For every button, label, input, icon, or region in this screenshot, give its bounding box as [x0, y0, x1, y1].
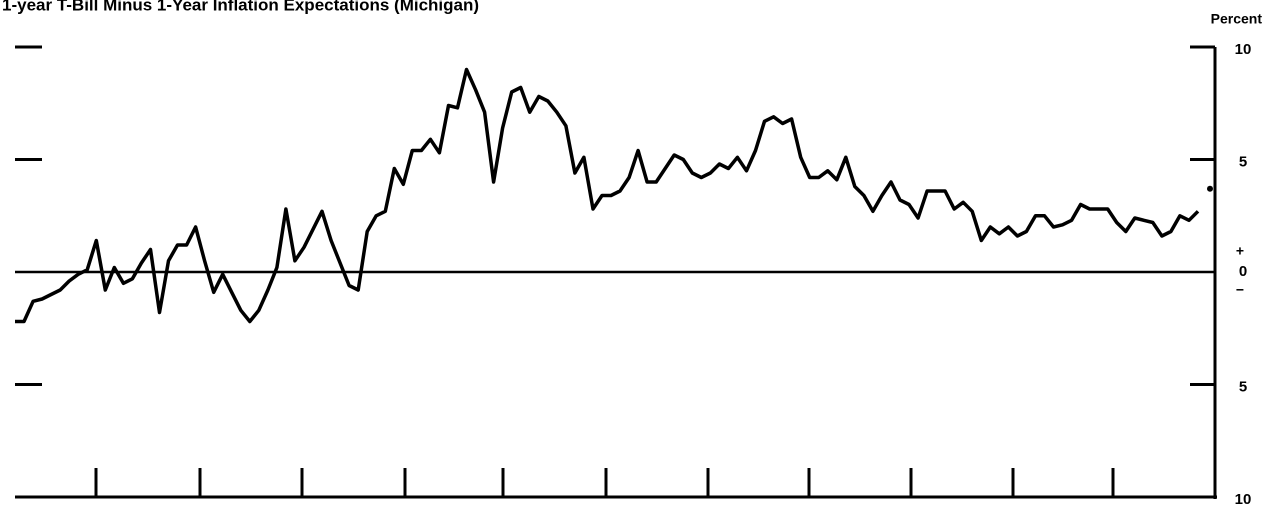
- y-axis-label: Percent: [1211, 11, 1263, 27]
- sign-label: +: [1236, 243, 1244, 259]
- point-marker: [1207, 185, 1213, 192]
- axes: [15, 47, 1217, 499]
- y-tick-label: 5: [1239, 378, 1247, 395]
- y-tick-label: 10: [1235, 41, 1252, 58]
- y-tick-label: 5: [1239, 153, 1247, 170]
- y-tick-label: 0: [1239, 263, 1247, 280]
- sign-label: −: [1236, 282, 1244, 298]
- y-tick-label: 10: [1235, 491, 1252, 508]
- data-line: [15, 67, 1200, 324]
- chart-title: 1-year T-Bill Minus 1-Year Inflation Exp…: [2, 0, 479, 14]
